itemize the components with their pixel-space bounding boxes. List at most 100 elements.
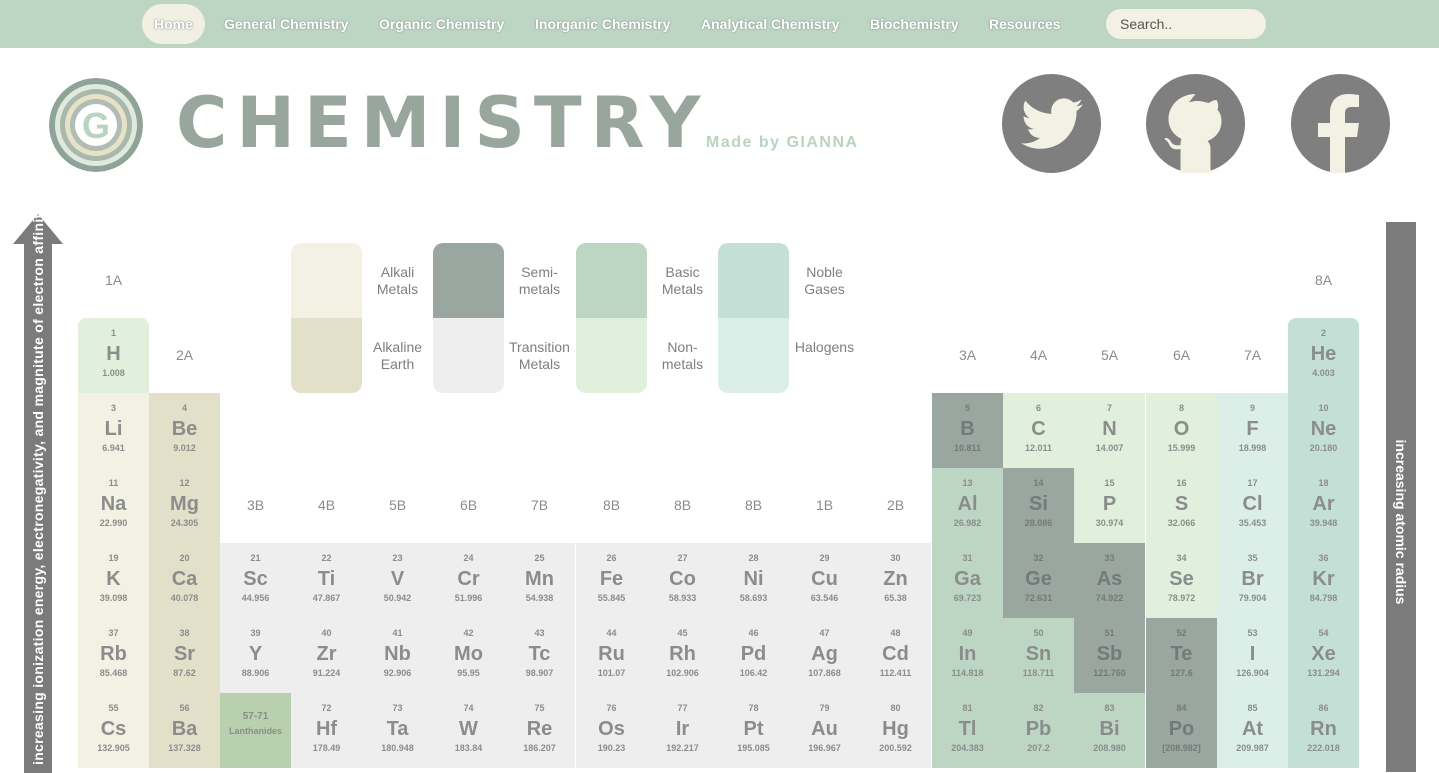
element-li[interactable]: 3 Li 6.941 — [78, 393, 149, 468]
element-ti[interactable]: 22 Ti 47.867 — [291, 543, 362, 618]
element-c[interactable]: 6 C 12.011 — [1003, 393, 1074, 468]
element-n[interactable]: 7 N 14.007 — [1074, 393, 1145, 468]
element-symbol: Cd — [882, 643, 909, 665]
element-cl[interactable]: 17 Cl 35.453 — [1217, 468, 1288, 543]
element-rb[interactable]: 37 Rb 85.468 — [78, 618, 149, 693]
atomic-number: 30 — [890, 553, 901, 563]
element-zr[interactable]: 40 Zr 91.224 — [291, 618, 362, 693]
nav-resources[interactable]: Resources — [989, 16, 1061, 32]
element-h[interactable]: 1 H 1.008 — [78, 318, 149, 393]
element-b[interactable]: 5 B 10.811 — [932, 393, 1003, 468]
element-ar[interactable]: 18 Ar 39.948 — [1288, 468, 1359, 543]
github-link[interactable] — [1146, 74, 1245, 173]
atomic-number: 73 — [392, 703, 403, 713]
element-po[interactable]: 84 Po [208.982] — [1146, 693, 1217, 768]
element-al[interactable]: 13 Al 26.982 — [932, 468, 1003, 543]
element-hf[interactable]: 72 Hf 178.49 — [291, 693, 362, 768]
element-ir[interactable]: 77 Ir 192.217 — [647, 693, 718, 768]
element-tc[interactable]: 43 Tc 98.907 — [504, 618, 575, 693]
element-be[interactable]: 4 Be 9.012 — [149, 393, 220, 468]
element-v[interactable]: 23 V 50.942 — [362, 543, 433, 618]
element-f[interactable]: 9 F 18.998 — [1217, 393, 1288, 468]
element-hg[interactable]: 80 Hg 200.592 — [860, 693, 931, 768]
element-fe[interactable]: 26 Fe 55.845 — [576, 543, 647, 618]
twitter-link[interactable] — [1002, 74, 1101, 173]
nav-general-chemistry[interactable]: General Chemistry — [224, 16, 349, 32]
element-cd[interactable]: 48 Cd 112.411 — [860, 618, 931, 693]
element-ta[interactable]: 73 Ta 180.948 — [362, 693, 433, 768]
element-ga[interactable]: 31 Ga 69.723 — [932, 543, 1003, 618]
atomic-mass: 74.922 — [1095, 593, 1124, 603]
element-nb[interactable]: 41 Nb 92.906 — [362, 618, 433, 693]
atomic-mass: 127.6 — [1170, 668, 1193, 678]
element-ca[interactable]: 20 Ca 40.078 — [149, 543, 220, 618]
element-sr[interactable]: 38 Sr 87.62 — [149, 618, 220, 693]
element-ne[interactable]: 10 Ne 20.180 — [1288, 393, 1359, 468]
nav-organic-chemistry[interactable]: Organic Chemistry — [379, 16, 505, 32]
atomic-mass: 6.941 — [102, 443, 125, 453]
element-lanthanides[interactable]: 57-71 Lanthanides — [220, 693, 291, 768]
element-ru[interactable]: 44 Ru 101.07 — [576, 618, 647, 693]
site-logo[interactable]: G — [49, 78, 143, 172]
atomic-mass: 28.086 — [1024, 518, 1053, 528]
element-te[interactable]: 52 Te 127.6 — [1146, 618, 1217, 693]
element-zn[interactable]: 30 Zn 65.38 — [860, 543, 931, 618]
element-br[interactable]: 35 Br 79.904 — [1217, 543, 1288, 618]
element-bi[interactable]: 83 Bi 208.980 — [1074, 693, 1145, 768]
element-au[interactable]: 79 Au 196.967 — [789, 693, 860, 768]
element-ni[interactable]: 28 Ni 58.693 — [718, 543, 789, 618]
element-cu[interactable]: 29 Cu 63.546 — [789, 543, 860, 618]
element-p[interactable]: 15 P 30.974 — [1074, 468, 1145, 543]
atomic-number: 45 — [677, 628, 688, 638]
element-in[interactable]: 49 In 114.818 — [932, 618, 1003, 693]
element-as[interactable]: 33 As 74.922 — [1074, 543, 1145, 618]
element-mn[interactable]: 25 Mn 54.938 — [504, 543, 575, 618]
element-he[interactable]: 2 He 4.003 — [1288, 318, 1359, 393]
element-sb[interactable]: 51 Sb 121.760 — [1074, 618, 1145, 693]
search-input[interactable] — [1106, 9, 1266, 39]
atomic-mass: 12.011 — [1024, 443, 1053, 453]
element-cr[interactable]: 24 Cr 51.996 — [433, 543, 504, 618]
element-se[interactable]: 34 Se 78.972 — [1146, 543, 1217, 618]
element-o[interactable]: 8 O 15.999 — [1146, 393, 1217, 468]
element-k[interactable]: 19 K 39.098 — [78, 543, 149, 618]
element-rn[interactable]: 86 Rn 222.018 — [1288, 693, 1359, 768]
element-i[interactable]: 53 I 126.904 — [1217, 618, 1288, 693]
element-mg[interactable]: 12 Mg 24.305 — [149, 468, 220, 543]
element-si[interactable]: 14 Si 28.086 — [1003, 468, 1074, 543]
element-kr[interactable]: 36 Kr 84.798 — [1288, 543, 1359, 618]
element-ag[interactable]: 47 Ag 107.868 — [789, 618, 860, 693]
element-os[interactable]: 76 Os 190.23 — [576, 693, 647, 768]
element-w[interactable]: 74 W 183.84 — [433, 693, 504, 768]
element-co[interactable]: 27 Co 58.933 — [647, 543, 718, 618]
element-pb[interactable]: 82 Pb 207.2 — [1003, 693, 1074, 768]
atomic-mass: 65.38 — [884, 593, 907, 603]
element-at[interactable]: 85 At 209.987 — [1217, 693, 1288, 768]
atomic-number: 29 — [819, 553, 830, 563]
element-symbol: Mo — [454, 643, 483, 665]
element-s[interactable]: 16 S 32.066 — [1146, 468, 1217, 543]
element-xe[interactable]: 54 Xe 131.294 — [1288, 618, 1359, 693]
element-sn[interactable]: 50 Sn 118.711 — [1003, 618, 1074, 693]
element-symbol: Nb — [384, 643, 411, 665]
element-pd[interactable]: 46 Pd 106.42 — [718, 618, 789, 693]
atomic-mass: 51.996 — [454, 593, 483, 603]
nav-biochemistry[interactable]: Biochemistry — [870, 16, 959, 32]
element-symbol: Cs — [100, 718, 127, 740]
element-ba[interactable]: 56 Ba 137.328 — [149, 693, 220, 768]
nav-inorganic-chemistry[interactable]: Inorganic Chemistry — [535, 16, 671, 32]
element-rh[interactable]: 45 Rh 102.906 — [647, 618, 718, 693]
nav-home[interactable]: Home — [142, 4, 205, 44]
element-tl[interactable]: 81 Tl 204.383 — [932, 693, 1003, 768]
facebook-link[interactable] — [1291, 74, 1390, 173]
atomic-number: 84 — [1176, 703, 1187, 713]
element-na[interactable]: 11 Na 22.990 — [78, 468, 149, 543]
element-y[interactable]: 39 Y 88.906 — [220, 618, 291, 693]
nav-analytical-chemistry[interactable]: Analytical Chemistry — [701, 16, 840, 32]
element-mo[interactable]: 42 Mo 95.95 — [433, 618, 504, 693]
element-sc[interactable]: 21 Sc 44.956 — [220, 543, 291, 618]
element-pt[interactable]: 78 Pt 195.085 — [718, 693, 789, 768]
element-cs[interactable]: 55 Cs 132.905 — [78, 693, 149, 768]
element-ge[interactable]: 32 Ge 72.631 — [1003, 543, 1074, 618]
element-re[interactable]: 75 Re 186.207 — [504, 693, 575, 768]
